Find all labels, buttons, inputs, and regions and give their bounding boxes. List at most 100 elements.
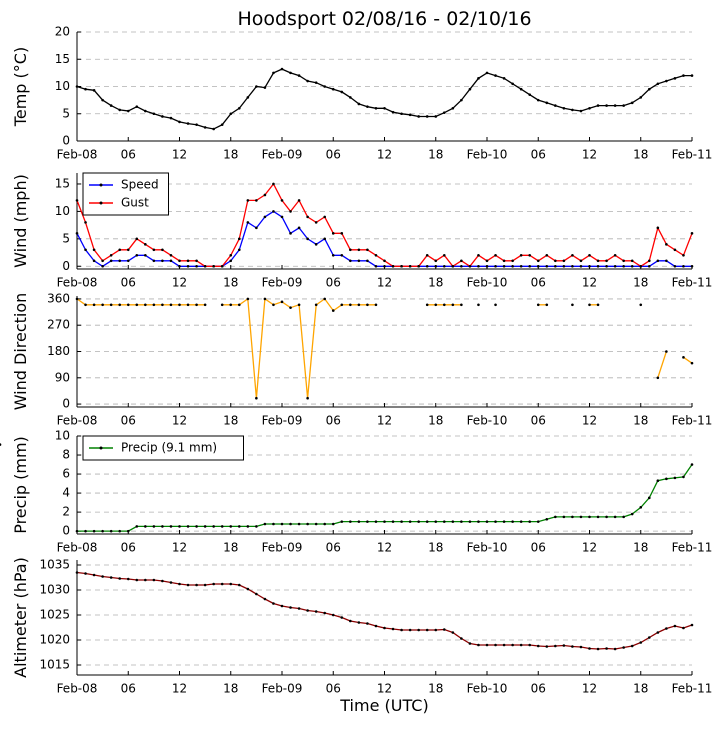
x-tick-label: Feb-08	[57, 276, 98, 290]
data-point	[682, 74, 685, 77]
data-point	[647, 264, 651, 268]
data-point	[118, 108, 122, 112]
legend-label: Gust	[121, 196, 149, 210]
data-point	[306, 79, 309, 83]
data-point	[528, 93, 532, 96]
data-point	[571, 645, 574, 648]
data-point	[144, 109, 147, 113]
data-point	[673, 77, 677, 80]
data-point	[109, 576, 113, 579]
data-point	[135, 525, 139, 528]
data-point	[477, 303, 480, 307]
data-point	[571, 264, 574, 268]
data-point	[605, 264, 608, 268]
chart-title: Hoodsport 02/08/16 - 02/10/16	[237, 8, 531, 30]
x-tick-label: 18	[633, 682, 648, 696]
data-point	[289, 522, 292, 526]
data-point	[665, 259, 668, 263]
data-point	[460, 264, 463, 268]
x-tick-label: 18	[633, 541, 648, 555]
data-point	[331, 232, 335, 235]
data-point	[203, 126, 207, 129]
x-tick-label: 18	[223, 276, 238, 290]
legend-marker	[99, 201, 103, 205]
data-point	[519, 264, 523, 268]
data-point	[101, 575, 104, 578]
data-point	[101, 264, 104, 268]
data-point	[135, 578, 139, 582]
y-tick-label: 1030	[39, 583, 70, 597]
data-point	[400, 520, 403, 523]
data-point	[135, 253, 139, 257]
x-tick-label: Feb-11	[672, 414, 713, 428]
data-point	[562, 107, 566, 110]
data-point	[126, 109, 130, 113]
data-point	[613, 515, 617, 519]
data-point	[255, 525, 258, 528]
data-point	[656, 82, 660, 86]
data-point	[169, 259, 173, 263]
data-point	[118, 248, 122, 252]
data-point	[178, 259, 181, 263]
x-tick-label: Feb-10	[467, 148, 508, 162]
data-point	[579, 515, 583, 519]
data-point	[357, 102, 361, 106]
data-point	[255, 85, 258, 88]
data-point	[306, 215, 309, 219]
data-point	[451, 303, 455, 307]
data-point	[212, 264, 215, 268]
data-point	[280, 67, 284, 71]
data-point	[383, 264, 386, 268]
data-point	[477, 264, 480, 268]
x-tick-label: 12	[377, 276, 392, 290]
data-point	[519, 520, 523, 523]
x-tick-label: 06	[531, 414, 546, 428]
data-point	[126, 529, 130, 533]
data-point	[203, 525, 207, 528]
x-tick-label: Feb-08	[57, 148, 98, 162]
data-point	[340, 520, 344, 523]
y-axis-label: Altimeter (hPa)	[11, 557, 30, 678]
y-tick-label: 10	[55, 204, 70, 218]
data-point	[596, 515, 600, 519]
data-point	[263, 597, 267, 601]
data-point	[349, 520, 352, 523]
y-tick-label: 1025	[39, 608, 70, 622]
data-point	[306, 237, 309, 241]
data-point	[109, 303, 113, 307]
x-tick-label: 06	[326, 541, 341, 555]
data-point	[502, 259, 506, 263]
data-point	[246, 587, 250, 591]
data-point	[289, 210, 292, 213]
data-point	[272, 210, 275, 213]
data-point	[126, 259, 130, 263]
y-tick-label: 180	[47, 344, 70, 358]
y-axis-label: Wind (mph)	[11, 174, 30, 268]
data-point	[673, 624, 677, 628]
data-point	[477, 253, 480, 257]
y-tick-label: 4	[62, 486, 70, 500]
data-point	[220, 123, 224, 126]
data-point	[152, 578, 156, 582]
x-tick-label: 12	[172, 148, 187, 162]
data-point	[161, 303, 164, 307]
data-point	[178, 525, 181, 528]
data-point	[161, 525, 164, 528]
data-point	[101, 303, 104, 307]
x-tick-label: 12	[377, 148, 392, 162]
data-point	[169, 116, 173, 120]
data-point	[229, 582, 233, 586]
y-tick-label: 5	[62, 231, 70, 245]
y-axis-label: Temp (°C)	[11, 47, 30, 127]
data-point	[494, 643, 497, 647]
data-point	[306, 522, 309, 526]
y-tick-label: 10	[55, 429, 70, 443]
data-point	[255, 226, 258, 230]
data-point	[460, 520, 463, 523]
data-point	[536, 264, 540, 268]
data-point	[477, 77, 480, 80]
data-point	[639, 96, 643, 99]
data-point	[297, 226, 301, 230]
data-point	[314, 243, 318, 246]
data-point	[647, 496, 651, 500]
